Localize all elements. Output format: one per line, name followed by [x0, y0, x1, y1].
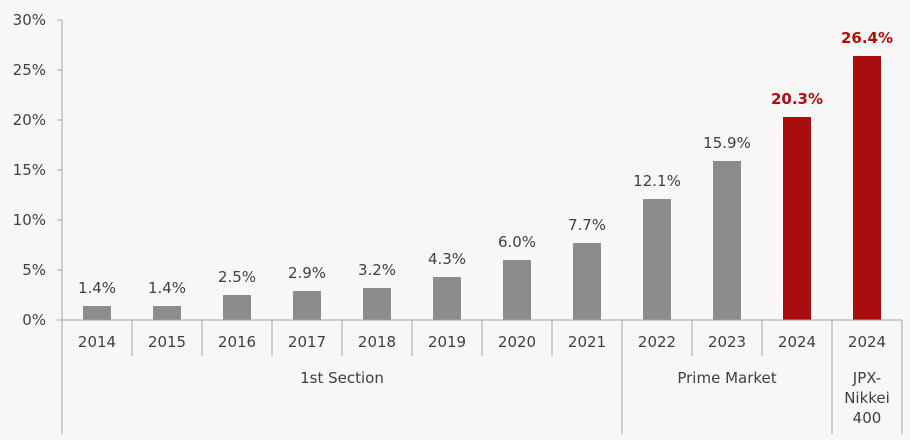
- bar-2024-10: [783, 117, 811, 320]
- data-label: 12.1%: [633, 172, 681, 190]
- y-tick-label: 5%: [22, 261, 46, 279]
- data-label: 3.2%: [358, 261, 396, 279]
- x-tick-label: 2017: [288, 333, 326, 351]
- bar-2021-7: [573, 243, 601, 320]
- group-label-line: 1st Section: [300, 369, 384, 387]
- x-tick-label: 2018: [358, 333, 396, 351]
- bar-2018-4: [363, 288, 391, 320]
- bar-2016-2: [223, 295, 251, 320]
- bar-2024-11: [853, 56, 881, 320]
- data-label: 1.4%: [148, 279, 186, 297]
- data-label: 2.5%: [218, 268, 256, 286]
- bars: [83, 56, 881, 320]
- y-tick-label: 20%: [13, 111, 46, 129]
- y-axis: 0% 5% 10% 15% 20% 25% 30%: [13, 11, 63, 434]
- y-tick-label: 0%: [22, 311, 46, 329]
- x-tick-label: 2024: [778, 333, 816, 351]
- x-tick-label: 2024: [848, 333, 886, 351]
- x-tick-label: 2021: [568, 333, 606, 351]
- group-label-line: Nikkei: [844, 389, 890, 407]
- bar-2017-3: [293, 291, 321, 320]
- data-label: 1.4%: [78, 279, 116, 297]
- y-tick-label: 25%: [13, 61, 46, 79]
- x-tick-label: 2016: [218, 333, 256, 351]
- x-tick-label: 2022: [638, 333, 676, 351]
- group-label: JPX- Nikkei 400: [844, 369, 890, 427]
- data-label: 2.9%: [288, 264, 326, 282]
- data-label: 26.4%: [841, 29, 893, 47]
- bar-2022-8: [643, 199, 671, 320]
- bar-2015-1: [153, 306, 181, 320]
- y-tick-label: 15%: [13, 161, 46, 179]
- x-tick-label: 2020: [498, 333, 536, 351]
- x-tick-label: 2015: [148, 333, 186, 351]
- group-label-line: JPX-: [852, 369, 881, 387]
- bar-2014-0: [83, 306, 111, 320]
- bar-2023-9: [713, 161, 741, 320]
- data-label: 7.7%: [568, 216, 606, 234]
- group-label: Prime Market: [677, 369, 776, 387]
- data-labels: 1.4% 1.4% 2.5% 2.9% 3.2% 4.3% 6.0% 7.7% 12.1% 15.…: [78, 29, 893, 297]
- y-tick-label: 10%: [13, 211, 46, 229]
- y-tick-label: 30%: [13, 11, 46, 29]
- bar-2019-5: [433, 277, 461, 320]
- x-axis: 2014 2015 2016 2017 2018 2019 2020 2021 2022 2023…: [61, 319, 903, 434]
- x-tick-label: 2023: [708, 333, 746, 351]
- bar-2020-6: [503, 260, 531, 320]
- group-label-line: Prime Market: [677, 369, 776, 387]
- x-tick-label: 2019: [428, 333, 466, 351]
- data-label: 6.0%: [498, 233, 536, 251]
- group-label: 1st Section: [300, 369, 384, 387]
- group-label-line: 400: [853, 409, 882, 427]
- data-label: 20.3%: [771, 90, 823, 108]
- data-label: 15.9%: [703, 134, 751, 152]
- data-label: 4.3%: [428, 250, 466, 268]
- x-tick-label: 2014: [78, 333, 116, 351]
